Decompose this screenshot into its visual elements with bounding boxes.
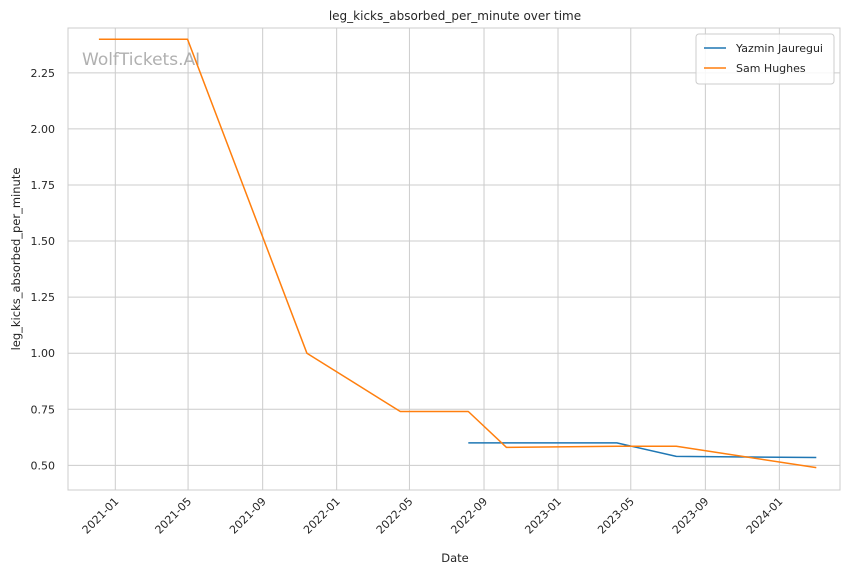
y-tick-label: 1.00 <box>31 347 56 360</box>
y-tick-label: 0.50 <box>31 459 56 472</box>
x-tick-label: 2023-05 <box>595 495 637 537</box>
series-line-2 <box>98 38 817 469</box>
y-tick-label: 2.25 <box>31 67 56 80</box>
series-line-1 <box>468 442 817 459</box>
plot-area <box>67 27 841 491</box>
legend-label: Sam Hughes <box>736 62 806 75</box>
grid-lines <box>68 28 840 490</box>
x-tick-label: 2021-05 <box>152 495 194 537</box>
x-tick-label: 2024-01 <box>744 495 786 537</box>
series-layer <box>98 38 817 469</box>
legend-label: Yazmin Jauregui <box>735 42 823 55</box>
x-tick-label: 2022-05 <box>374 495 416 537</box>
x-axis: 2021-01 2021-05 2021-09 2022-01 2022-05 2022-… <box>80 495 786 537</box>
chart-title: leg_kicks_absorbed_per_minute over time <box>329 9 581 23</box>
legend-box <box>695 33 835 85</box>
legend: Yazmin Jauregui Sam Hughes <box>695 33 835 85</box>
watermark: WolfTickets.AI <box>82 50 200 70</box>
y-axis: 0.50 0.75 1.00 1.25 1.50 1.75 2.00 2.25 <box>31 67 56 472</box>
y-tick-label: 0.75 <box>31 403 56 416</box>
y-axis-label: leg_kicks_absorbed_per_minute <box>9 168 23 351</box>
x-tick-label: 2022-09 <box>448 495 490 537</box>
y-tick-label: 2.00 <box>31 123 56 136</box>
x-tick-label: 2023-09 <box>670 495 712 537</box>
y-tick-label: 1.75 <box>31 179 56 192</box>
y-tick-label: 1.25 <box>31 291 56 304</box>
x-tick-label: 2021-09 <box>227 495 269 537</box>
x-tick-label: 2021-01 <box>80 495 122 537</box>
y-tick-label: 1.50 <box>31 235 56 248</box>
x-axis-label: Date <box>441 551 469 565</box>
x-tick-label: 2022-01 <box>301 495 343 537</box>
x-tick-label: 2023-01 <box>522 495 564 537</box>
